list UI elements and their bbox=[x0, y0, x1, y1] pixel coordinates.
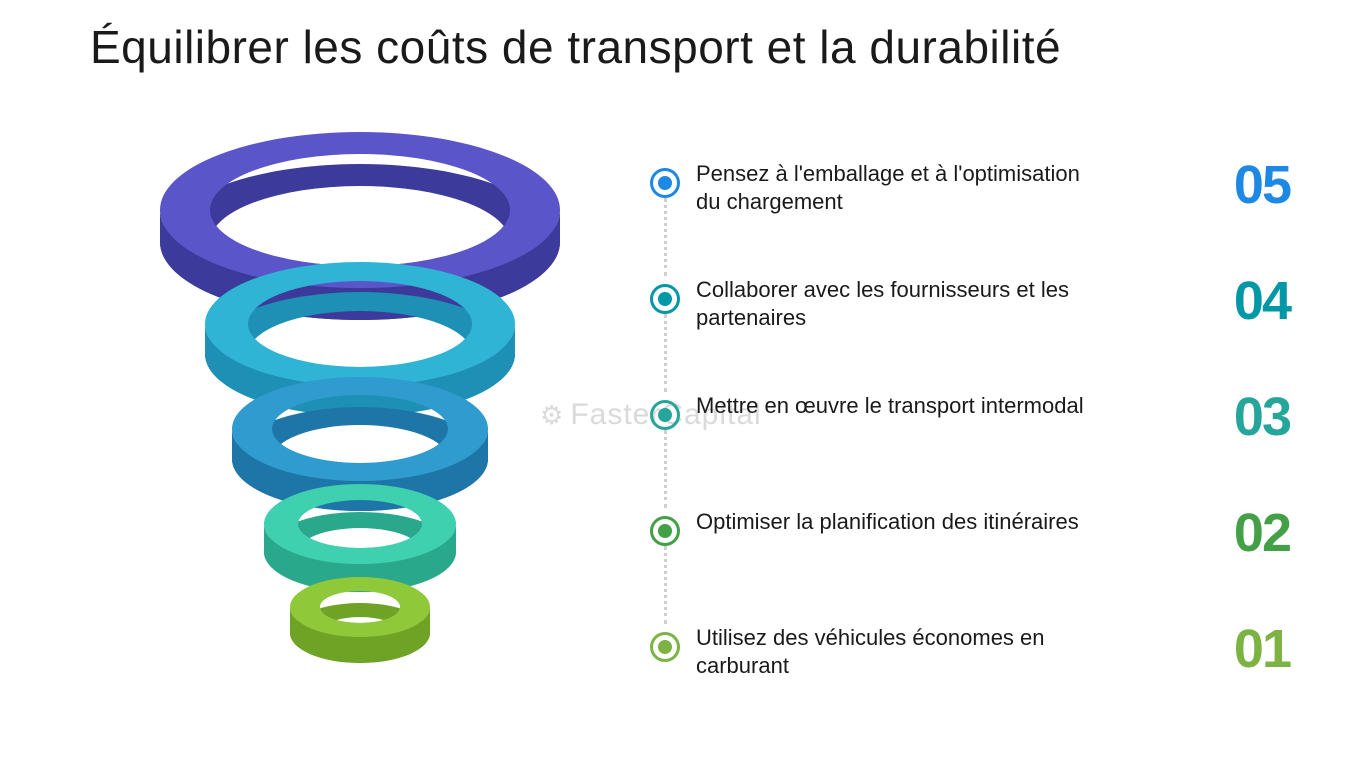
item-number: 01 bbox=[1234, 618, 1290, 680]
bullet-icon bbox=[650, 168, 680, 198]
funnel-graphic bbox=[130, 130, 590, 730]
gear-icon: ⚙ bbox=[540, 400, 564, 431]
list-item: Mettre en œuvre le transport intermodal … bbox=[650, 392, 1290, 508]
item-label: Pensez à l'emballage et à l'optimisation… bbox=[696, 160, 1096, 216]
item-label: Collaborer avec les fournisseurs et les … bbox=[696, 276, 1096, 332]
item-label: Utilisez des véhicules économes en carbu… bbox=[696, 624, 1096, 680]
list-item: Pensez à l'emballage et à l'optimisation… bbox=[650, 160, 1290, 276]
item-number: 02 bbox=[1234, 502, 1290, 564]
list-item: Utilisez des véhicules économes en carbu… bbox=[650, 624, 1290, 740]
bullet-icon bbox=[650, 284, 680, 314]
list-item: Collaborer avec les fournisseurs et les … bbox=[650, 276, 1290, 392]
bullet-icon bbox=[650, 632, 680, 662]
connector-line bbox=[664, 198, 669, 276]
connector-line bbox=[664, 314, 669, 392]
item-number: 04 bbox=[1234, 270, 1290, 332]
bullet-icon bbox=[650, 400, 680, 430]
connector-line bbox=[664, 546, 669, 624]
funnel-ring-1 bbox=[288, 575, 432, 665]
item-label: Mettre en œuvre le transport intermodal bbox=[696, 392, 1096, 420]
page-title: Équilibrer les coûts de transport et la … bbox=[90, 20, 1061, 74]
bullet-icon bbox=[650, 516, 680, 546]
item-label: Optimiser la planification des itinérair… bbox=[696, 508, 1096, 536]
item-number: 03 bbox=[1234, 386, 1290, 448]
items-list: Pensez à l'emballage et à l'optimisation… bbox=[650, 160, 1290, 740]
list-item: Optimiser la planification des itinérair… bbox=[650, 508, 1290, 624]
connector-line bbox=[664, 430, 669, 508]
item-number: 05 bbox=[1234, 154, 1290, 216]
